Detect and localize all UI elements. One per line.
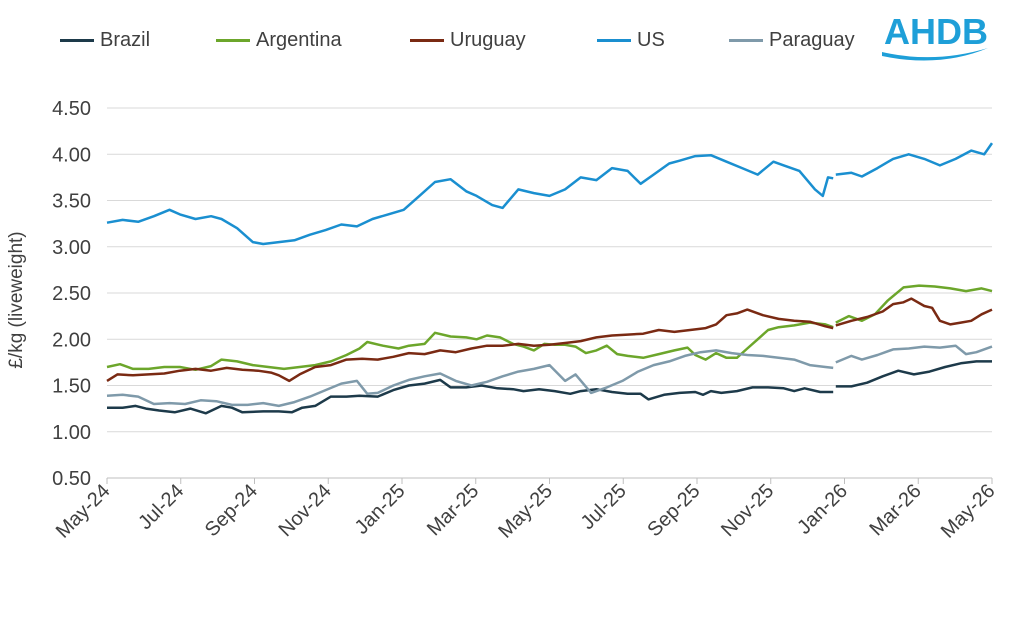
- series-line-argentina: [835, 284, 993, 324]
- x-tick-label: May-25: [494, 480, 557, 543]
- legend-label: Paraguay: [769, 28, 855, 51]
- series-line-us: [835, 142, 994, 178]
- legend-item-uruguay: Uruguay: [410, 28, 526, 52]
- series-lines: [106, 142, 994, 415]
- legend-label: Argentina: [256, 28, 342, 51]
- legend-item-argentina: Argentina: [216, 28, 342, 52]
- legend-label: Brazil: [100, 28, 151, 51]
- legend-swatch: [60, 38, 94, 42]
- series-paraguay: [106, 344, 993, 408]
- legend-item-paraguay: Paraguay: [729, 28, 855, 52]
- legend-item-us: US: [597, 28, 665, 52]
- x-tick-label: Nov-24: [275, 480, 336, 541]
- y-tick-label: 1.00: [52, 422, 91, 444]
- legend-swatch: [729, 38, 763, 42]
- y-tick-label: 2.00: [52, 329, 91, 351]
- x-tick-label: Jan-26: [793, 480, 852, 539]
- series-line-paraguay: [835, 344, 993, 364]
- series-us: [106, 142, 994, 246]
- x-tick-label: May-26: [937, 480, 1000, 543]
- gridlines: [107, 107, 992, 433]
- y-tick-label: 3.00: [52, 237, 91, 259]
- x-tick-label: Mar-25: [423, 480, 483, 540]
- x-tick-label: Nov-25: [717, 480, 778, 541]
- y-axis-label: £/kg (liveweight): [6, 231, 27, 368]
- y-tick-label: 0.50: [52, 468, 91, 490]
- x-tick-label: Mar-26: [865, 480, 925, 540]
- legend-swatch: [410, 38, 444, 42]
- y-tick-label: 1.50: [52, 376, 91, 398]
- legend-label: Uruguay: [450, 28, 526, 51]
- x-tick-label: Jan-25: [351, 480, 410, 539]
- y-tick-label: 4.00: [52, 144, 91, 166]
- series-brazil: [107, 360, 992, 415]
- x-tick-label: Sep-24: [201, 480, 262, 541]
- y-tick-label: 2.50: [52, 283, 91, 305]
- series-line-argentina: [106, 321, 834, 372]
- ahdb-logo: AHDB: [880, 10, 992, 62]
- logo-swoosh: [882, 48, 988, 61]
- x-tick-label: Jul-24: [134, 480, 188, 534]
- series-line-uruguay: [106, 308, 834, 383]
- series-line-uruguay: [835, 297, 993, 327]
- series-argentina: [106, 284, 993, 372]
- y-axis-ticks: 0.50 1.00 1.50 2.00 2.50 3.00 3.50 4.00 4.50: [52, 98, 91, 490]
- legend-label: US: [637, 28, 665, 51]
- series-uruguay: [106, 297, 993, 383]
- x-axis: May-24 Jul-24 Sep-24 Nov-24 Jan-25 Mar-25 May-…: [52, 477, 1000, 543]
- x-tick-label: Sep-25: [643, 480, 704, 541]
- series-line-paraguay: [106, 349, 834, 408]
- series-line-brazil: [835, 360, 992, 388]
- y-tick-label: 3.50: [52, 191, 91, 213]
- legend-swatch: [216, 38, 250, 42]
- ahdb-logo-graphic: AHDB: [882, 11, 988, 61]
- legend-item-brazil: Brazil: [60, 28, 150, 52]
- series-line-us: [106, 153, 834, 246]
- y-tick-label: 4.50: [52, 98, 91, 120]
- series-line-brazil: [107, 378, 834, 415]
- x-tick-label: Jul-25: [577, 480, 631, 534]
- logo-text: AHDB: [884, 11, 988, 52]
- legend-swatch: [597, 38, 631, 42]
